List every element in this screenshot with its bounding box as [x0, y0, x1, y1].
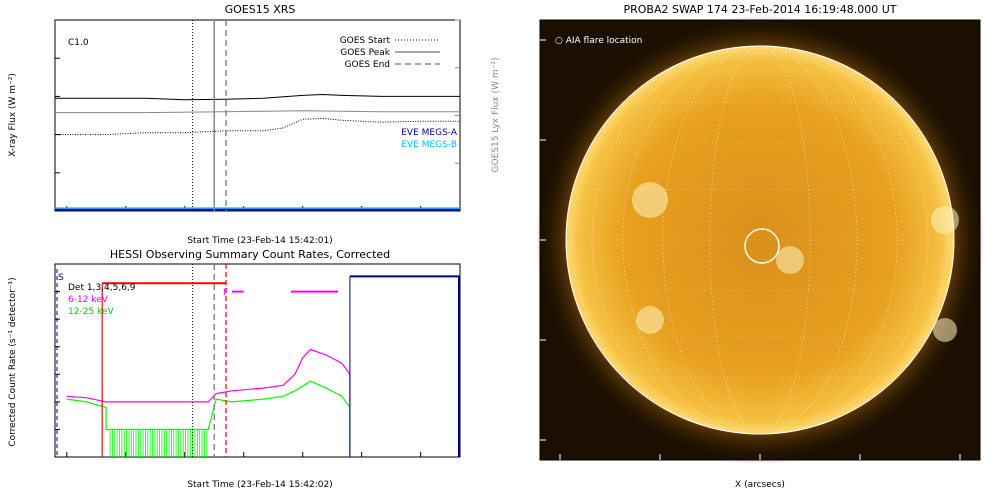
hessi-markers: [101, 264, 227, 457]
hessi-x-label: Start Time (23-Feb-14 15:42:02): [187, 480, 332, 490]
swap-panel: PROBA2 SWAP 174 23-Feb-2014 16:19:48.000…: [535, 3, 985, 490]
legend-det: Det 1,3,4,5,6,9: [68, 283, 136, 293]
flare-marker: [744, 228, 780, 264]
swap-ticks: [540, 39, 961, 460]
hessi-ticks: [55, 263, 422, 458]
goes-series: [55, 93, 460, 212]
sun-disk: [566, 46, 954, 434]
goes-series-long: [55, 93, 460, 101]
sun-active-region: [636, 306, 664, 334]
hessi-series-6-12-kev: [66, 348, 351, 457]
sun-active-region: [933, 318, 957, 342]
flag-f: F: [223, 288, 228, 298]
goes-title: GOES15 XRS: [225, 3, 296, 16]
flag-s: S: [58, 273, 64, 283]
goes-legend: GOES Start GOES Peak GOES End: [340, 36, 440, 70]
hessi-y-label: Corrected Count Rate (s⁻¹ detector⁻¹): [8, 277, 18, 446]
sun-grid: [566, 45, 959, 435]
swap-title: PROBA2 SWAP 174 23-Feb-2014 16:19:48.000…: [624, 3, 897, 16]
sun-limb: [565, 45, 955, 435]
hessi-panel: HESSI Observing Summary Count Rates, Cor…: [8, 248, 461, 490]
legend-6-12: 6-12 keV: [68, 295, 109, 305]
sun-active-region: [931, 206, 959, 234]
legend-12-25: 12-25 keV: [68, 307, 114, 317]
goes-y-right-label: GOES15 Lyx Flux (W m⁻²): [491, 58, 501, 173]
legend-goes-end: GOES End: [345, 60, 390, 70]
swap-x-label: X (arcsecs): [735, 480, 785, 490]
legend-goes-start: GOES Start: [340, 36, 391, 46]
hessi-series-12-25-kev: [66, 380, 351, 457]
goes-ticks: [55, 19, 460, 212]
goes-series-short: [55, 117, 460, 136]
legend-goes-peak: GOES Peak: [340, 48, 390, 58]
legend-eve-b: EVE MEGS-B: [401, 140, 457, 150]
hessi-series: [56, 269, 460, 457]
goes-y-label: X-ray Flux (W m⁻²): [8, 73, 18, 157]
goes-markers: [192, 20, 227, 211]
swap-annotation: ○ AIA flare location: [555, 36, 642, 46]
goes-x-label: Start Time (23-Feb-14 15:42:01): [187, 236, 332, 246]
legend-eve-a: EVE MEGS-A: [401, 128, 458, 138]
hessi-title: HESSI Observing Summary Count Rates, Cor…: [110, 248, 390, 261]
goes-class-label: C1.0: [68, 38, 89, 48]
sun-grid-longitude: [572, 45, 948, 435]
sun-active-region: [776, 246, 804, 274]
goes-panel: GOES15 XRS X-ray Flux (W m⁻²) GOES15 Lyx…: [8, 3, 501, 246]
goes-frame: [54, 19, 461, 212]
sun-grid-longitude: [622, 45, 898, 435]
sun-active-region: [632, 182, 668, 218]
goes-series-lyx: [55, 110, 460, 114]
